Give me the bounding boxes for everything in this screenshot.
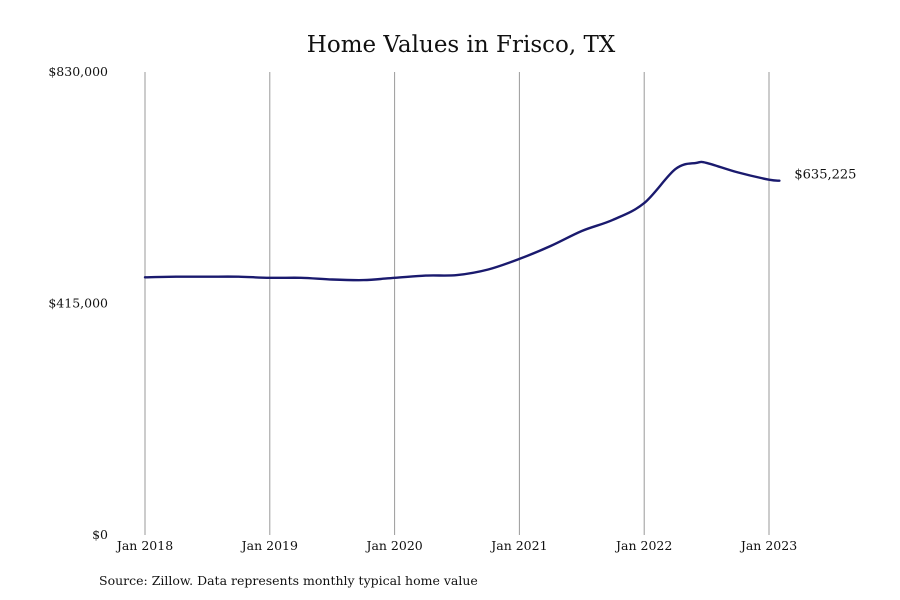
grid-lines [144,72,770,535]
x-tick-label: Jan 2019 [240,538,298,553]
home-value-line [143,160,781,282]
y-axis-ticks: $0 $415,000 $830,000 [48,64,108,542]
x-tick-label: Jan 2020 [364,538,422,553]
x-tick-label: Jan 2021 [489,538,547,553]
y-tick-label: $0 [92,527,108,542]
x-tick-label: Jan 2018 [115,538,173,553]
source-note: Source: Zillow. Data represents monthly … [99,573,478,588]
y-tick-label: $830,000 [48,64,108,79]
x-axis-ticks: Jan 2018 Jan 2019 Jan 2020 Jan 2021 Jan 2022… [115,538,797,553]
end-value-label: $635,225 [794,168,856,183]
chart-title: Home Values in Frisco, TX [307,32,616,58]
y-tick-label: $415,000 [48,296,108,311]
x-tick-label: Jan 2022 [614,538,672,553]
x-tick-label: Jan 2023 [739,538,797,553]
